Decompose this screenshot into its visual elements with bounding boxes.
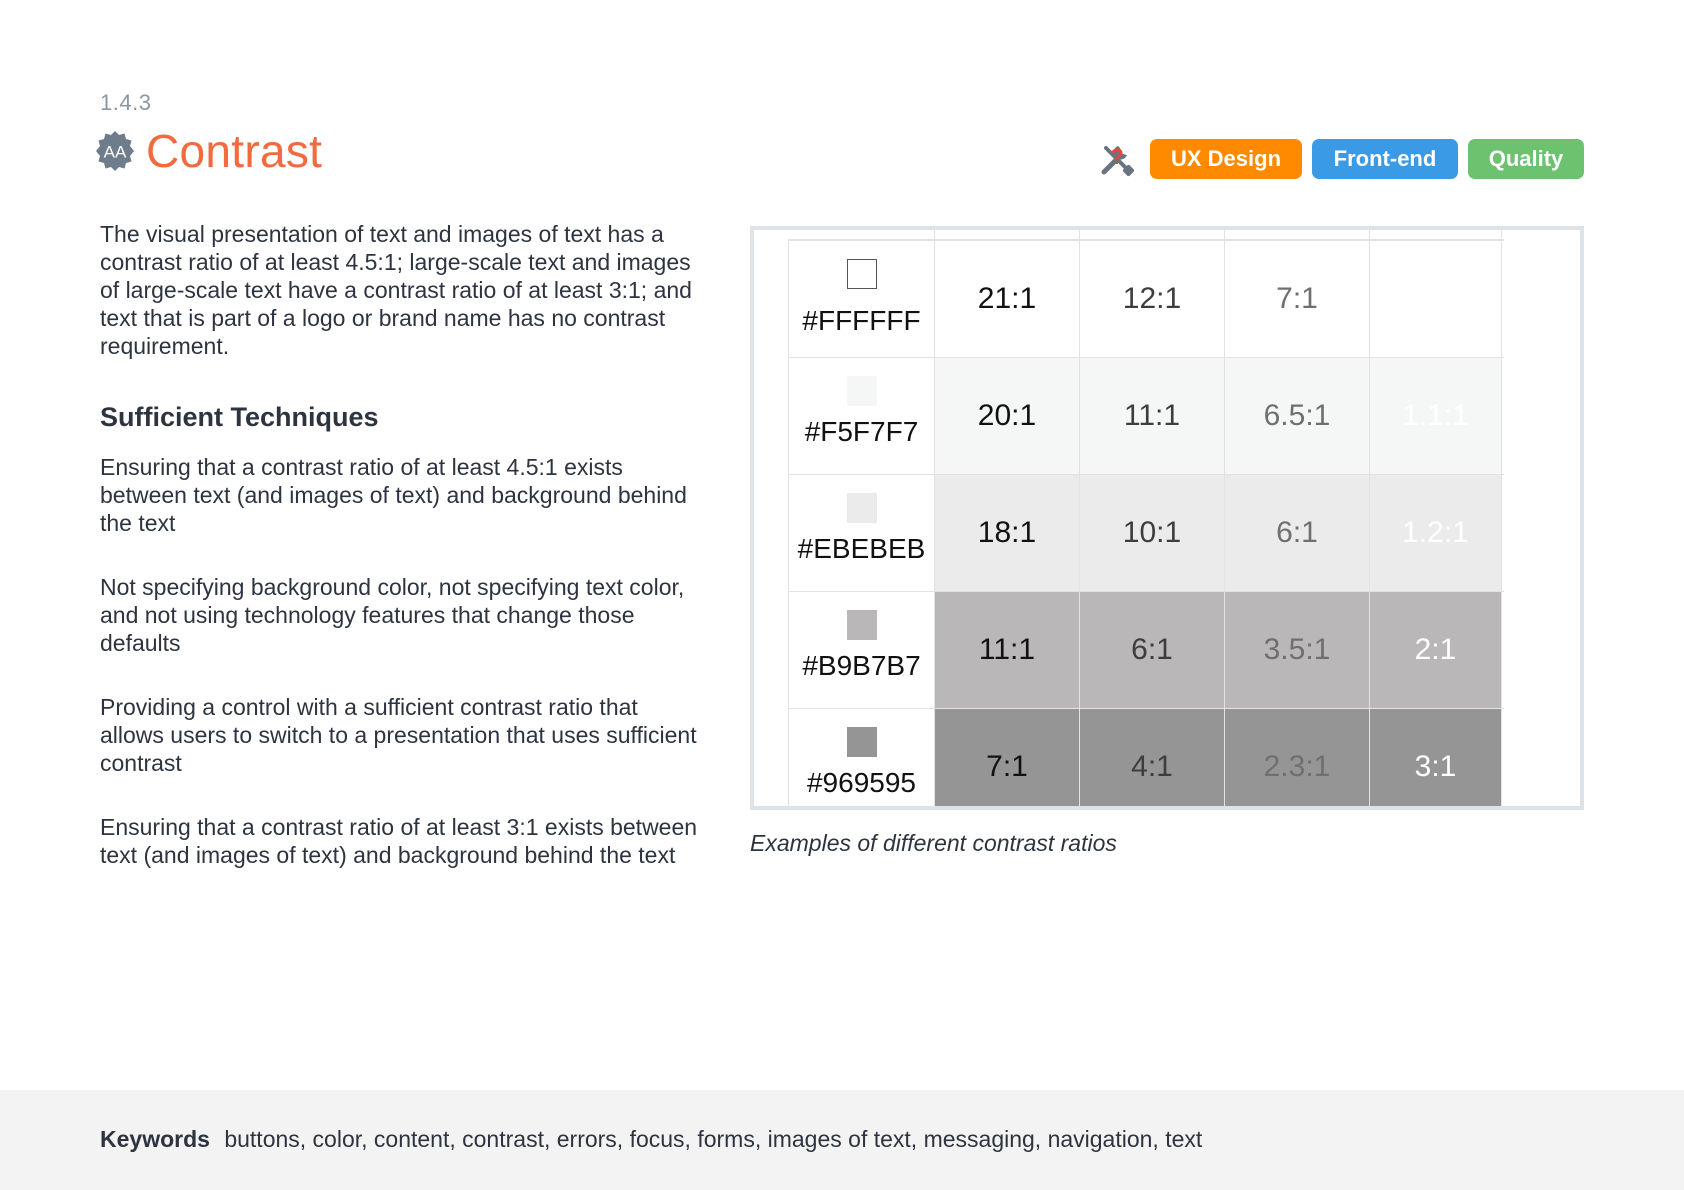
color-label-cell: #B9B7B7 <box>788 592 935 708</box>
contrast-examples-image: #FFFFFF 21:1 12:1 7:1 #F5F7F7 20:1 11:1 6.5:1 1.… <box>750 226 1584 810</box>
ratio-cell: 7:1 <box>935 709 1080 806</box>
color-swatch <box>847 493 877 523</box>
svg-text:?: ? <box>1110 144 1123 169</box>
keywords: Keywords buttons, color, content, contra… <box>100 1126 1202 1153</box>
ratio-cell: 20:1 <box>935 358 1080 474</box>
section-number: 1.4.3 <box>100 90 152 115</box>
ratio-cell: 3:1 <box>1370 709 1502 806</box>
techniques-heading: Sufficient Techniques <box>100 402 379 432</box>
table-row: #B9B7B7 11:1 6:1 3.5:1 2:1 <box>788 591 1504 708</box>
page-title-row: AA Contrast <box>94 124 322 178</box>
color-swatch <box>847 376 877 406</box>
figure-caption: Examples of different contrast ratios <box>750 830 1117 856</box>
ratio-cell: 21:1 <box>935 241 1080 357</box>
table-row: #FFFFFF 21:1 12:1 7:1 <box>788 240 1504 357</box>
technique-item: Providing a control with a sufficient co… <box>100 694 697 776</box>
ratio-cell: 11:1 <box>1080 358 1225 474</box>
svg-text:AA: AA <box>104 143 127 162</box>
color-swatch <box>847 259 877 289</box>
color-hex-label: #969595 <box>806 767 916 798</box>
technique-item: Ensuring that a contrast ratio of at lea… <box>100 814 698 868</box>
ratio-cell <box>1370 241 1502 357</box>
contrast-table: #FFFFFF 21:1 12:1 7:1 #F5F7F7 20:1 11:1 6.5:1 1.… <box>788 230 1504 806</box>
color-label-cell: #F5F7F7 <box>788 358 935 474</box>
ratio-cell: 6.5:1 <box>1225 358 1370 474</box>
technique-item: Not specifying background color, not spe… <box>100 574 685 656</box>
ratio-cell: 2.3:1 <box>1225 709 1370 806</box>
intro-text: The visual presentation of text and imag… <box>100 221 692 359</box>
page-title: Contrast <box>146 125 323 177</box>
table-row: #EBEBEB 18:1 10:1 6:1 1.2:1 <box>788 474 1504 591</box>
description-column: The visual presentation of text and imag… <box>100 220 700 869</box>
ratio-cell: 10:1 <box>1080 475 1225 591</box>
ratio-cell: 7:1 <box>1225 241 1370 357</box>
color-hex-label: #EBEBEB <box>797 533 926 564</box>
ratio-cell: 11:1 <box>935 592 1080 708</box>
color-label-cell: #FFFFFF <box>788 241 935 357</box>
ratio-cell: 12:1 <box>1080 241 1225 357</box>
tools-icon: ? <box>1101 144 1135 177</box>
tag-front-end: Front-end <box>1312 139 1458 179</box>
ratio-cell: 3.5:1 <box>1225 592 1370 708</box>
color-label-cell: #EBEBEB <box>788 475 935 591</box>
ratio-cell: 2:1 <box>1370 592 1502 708</box>
footer: Keywords buttons, color, content, contra… <box>0 1090 1684 1190</box>
tag-quality: Quality <box>1468 139 1584 179</box>
color-label-cell: #969595 <box>788 709 935 806</box>
ratio-cell: 6:1 <box>1225 475 1370 591</box>
ratio-cell: 6:1 <box>1080 592 1225 708</box>
color-swatch <box>847 610 877 640</box>
role-tags: ? UX Design Front-end Quality <box>1096 138 1584 180</box>
table-row: #969595 7:1 4:1 2.3:1 3:1 <box>788 708 1504 806</box>
level-aa-badge-icon: AA <box>96 131 134 171</box>
ratio-cell: 18:1 <box>935 475 1080 591</box>
keywords-list: buttons, color, content, contrast, error… <box>224 1126 1203 1152</box>
keywords-label: Keywords <box>100 1126 210 1152</box>
color-swatch <box>847 727 877 757</box>
table-row: #F5F7F7 20:1 11:1 6.5:1 1.1:1 <box>788 357 1504 474</box>
color-hex-label: #F5F7F7 <box>804 416 919 447</box>
ratio-cell: 1.1:1 <box>1370 358 1502 474</box>
tag-ux-design: UX Design <box>1150 139 1302 179</box>
technique-item: Ensuring that a contrast ratio of at lea… <box>100 454 687 536</box>
ratio-cell: 4:1 <box>1080 709 1225 806</box>
color-hex-label: #B9B7B7 <box>802 650 921 681</box>
ratio-cell: 1.2:1 <box>1370 475 1502 591</box>
color-hex-label: #FFFFFF <box>802 305 921 336</box>
table-top-edge <box>788 230 1504 240</box>
